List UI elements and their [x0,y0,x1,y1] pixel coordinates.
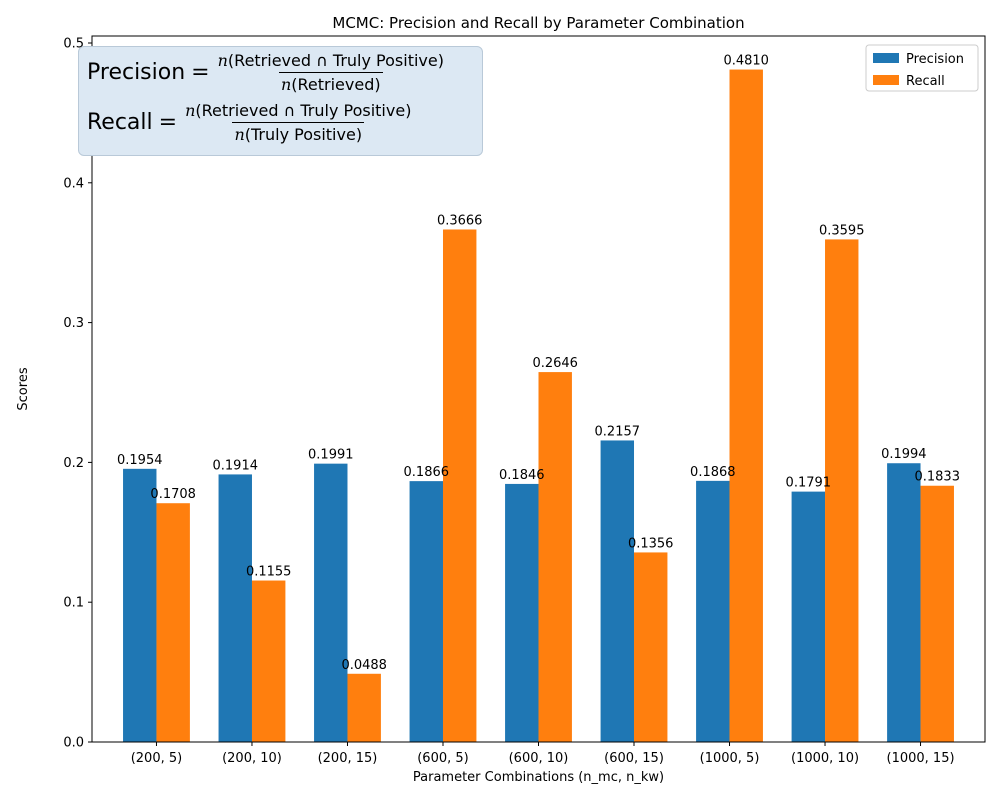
data-label-recall: 0.2646 [532,356,578,371]
precision-formula: Precision = n(Retrieved ∩ Truly Positive… [87,51,446,94]
data-label-precision: 0.1846 [499,468,545,483]
precision-fraction: n(Retrieved ∩ Truly Positive) n(Retrieve… [216,51,446,94]
x-tick-label: (1000, 5) [700,751,760,766]
y-axis-title: Scores [16,367,31,410]
x-tick-label: (200, 10) [222,751,282,766]
bar-recall [251,580,286,742]
bar-precision [600,440,635,742]
x-axis-ticks: (200, 5) (200, 10) (200, 15) (600, 5) (600, … [131,742,955,766]
y-tick-label: 0.0 [63,736,84,751]
x-tick-label: (600, 10) [509,751,569,766]
n-symbol: n [234,125,245,144]
y-tick-label: 0.4 [63,176,84,191]
data-label-precision: 0.1791 [786,476,832,491]
precision-denominator: n(Retrieved) [278,72,383,94]
x-axis-title: Parameter Combinations (n_mc, n_kw) [413,770,664,785]
bar-recall [442,229,477,742]
bar-precision [791,491,826,742]
bar-recall [920,485,954,742]
recall-fraction: n(Retrieved ∩ Truly Positive) n(Truly Po… [183,101,413,144]
data-label-recall: 0.1155 [246,565,292,580]
legend-label-precision: Precision [906,52,964,67]
formula-annotation-box: Precision = n(Retrieved ∩ Truly Positive… [78,46,483,156]
data-label-precision: 0.1954 [117,453,163,468]
x-tick-label: (200, 5) [131,751,183,766]
legend-swatch-recall [873,75,899,85]
bar-recall [729,69,763,742]
data-label-precision: 0.1994 [881,447,927,462]
recall-denominator: n(Truly Positive) [232,122,365,144]
bar-precision [314,463,348,742]
bar-precision [505,483,539,742]
y-tick-label: 0.1 [63,596,84,611]
recall-denominator-text: (Truly Positive) [244,125,363,144]
x-tick-label: (1000, 10) [791,751,859,766]
data-label-recall: 0.1356 [628,536,674,551]
equals-sign: = [158,110,178,135]
bar-precision [696,480,730,742]
bar-precision [123,468,157,742]
recall-formula-lhs: Recall [87,110,153,135]
bar-precision [887,463,921,742]
bar-recall [538,372,572,742]
precision-denominator-text: (Retrieved) [291,75,381,94]
legend: Precision Recall [865,44,979,92]
bar-recall [634,552,668,742]
legend-swatch-precision [873,53,899,63]
bar-recall [347,673,381,742]
n-symbol: n [185,101,196,120]
y-axis-ticks: 0.00.10.20.30.40.5 [63,36,92,751]
y-tick-label: 0.2 [63,456,84,471]
plot-frame [91,35,986,743]
chart-title: MCMC: Precision and Recall by Parameter … [332,14,744,32]
bars-group [123,69,954,743]
recall-formula: Recall = n(Retrieved ∩ Truly Positive) n… [87,101,413,144]
n-symbol: n [217,51,228,70]
precision-numerator: n(Retrieved ∩ Truly Positive) [216,51,446,72]
data-label-precision: 0.1866 [404,465,450,480]
data-label-precision: 0.1991 [308,448,354,463]
x-tick-label: (600, 5) [417,751,469,766]
precision-formula-lhs: Precision [87,60,186,85]
equals-sign: = [191,60,210,85]
legend-label-recall: Recall [906,74,945,89]
data-label-recall: 0.3595 [819,223,865,238]
data-label-precision: 0.1914 [213,458,259,473]
x-tick-label: (200, 15) [318,751,378,766]
data-label-recall: 0.4810 [723,54,769,69]
data-label-precision: 0.1868 [690,465,736,480]
data-labels: 0.1954 0.1708 0.1914 0.1155 0.1991 0.0488 0.18… [117,54,960,673]
x-tick-label: (1000, 15) [887,751,955,766]
data-label-recall: 0.1708 [150,487,196,502]
bar-precision [409,481,443,742]
bar-recall [156,503,190,742]
data-label-recall: 0.1833 [914,470,960,485]
x-tick-label: (600, 15) [604,751,664,766]
data-label-precision: 0.2157 [595,424,641,439]
bar-recall [825,239,859,743]
precision-numerator-text: (Retrieved ∩ Truly Positive) [227,51,444,70]
bar-precision [218,474,252,742]
n-symbol: n [280,75,292,94]
recall-numerator: n(Retrieved ∩ Truly Positive) [183,101,413,122]
data-label-recall: 0.0488 [341,658,387,673]
recall-numerator-text: (Retrieved ∩ Truly Positive) [195,101,412,120]
data-label-recall: 0.3666 [437,213,483,228]
y-tick-label: 0.3 [63,316,84,331]
